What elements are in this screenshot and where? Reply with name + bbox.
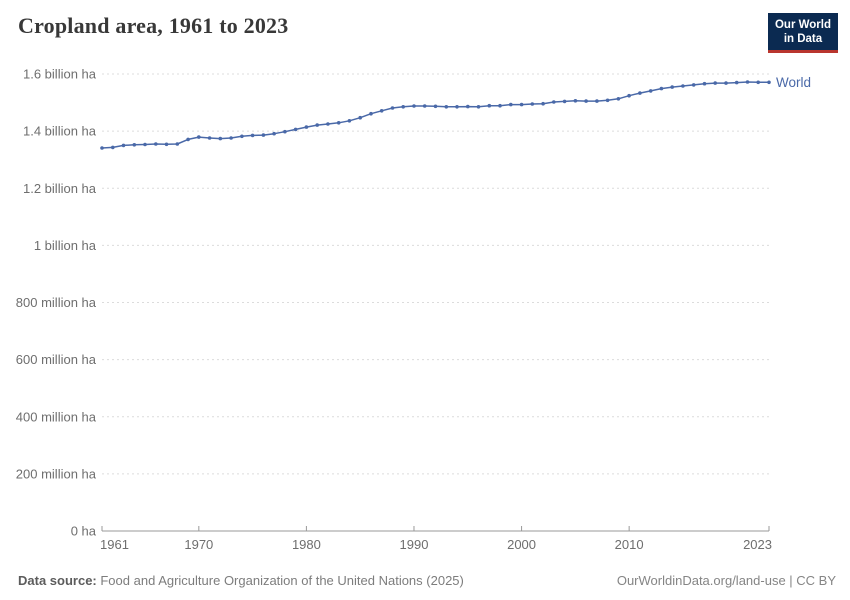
- data-point[interactable]: [272, 131, 276, 136]
- data-point[interactable]: [111, 145, 115, 150]
- data-point[interactable]: [164, 142, 169, 147]
- data-point[interactable]: [756, 80, 760, 85]
- data-source-label: Data source:: [18, 573, 97, 588]
- x-tick-label: 1961: [100, 537, 129, 552]
- data-point[interactable]: [412, 104, 416, 108]
- data-source-text: Food and Agriculture Organization of the…: [96, 573, 464, 588]
- data-point[interactable]: [616, 97, 621, 101]
- data-point[interactable]: [261, 133, 266, 137]
- y-tick-label: 400 million ha: [16, 409, 97, 424]
- data-point[interactable]: [767, 80, 771, 85]
- data-point[interactable]: [691, 83, 696, 87]
- data-point[interactable]: [369, 111, 373, 116]
- x-tick-label: 1990: [400, 537, 429, 552]
- owid-logo-line1: Our World: [774, 19, 831, 31]
- data-point[interactable]: [390, 106, 395, 110]
- data-point[interactable]: [143, 142, 147, 147]
- data-point[interactable]: [336, 121, 341, 125]
- data-point[interactable]: [552, 100, 556, 104]
- x-tick-label: 2010: [615, 537, 644, 552]
- attribution-link[interactable]: OurWorldinData.org/land-use | CC BY: [616, 573, 836, 588]
- data-point[interactable]: [304, 125, 309, 129]
- data-point[interactable]: [498, 103, 502, 108]
- data-point[interactable]: [229, 136, 233, 140]
- data-point[interactable]: [121, 143, 126, 148]
- y-tick-label: 200 million ha: [16, 466, 97, 481]
- data-point[interactable]: [250, 133, 255, 138]
- data-point[interactable]: [681, 84, 685, 88]
- y-tick-label: 1.6 billion ha: [23, 67, 97, 82]
- series-end-label[interactable]: World: [776, 75, 811, 90]
- y-tick-label: 1.2 billion ha: [23, 181, 97, 196]
- chart-area: 0 ha 200 million ha 400 million ha 600 mill…: [0, 60, 850, 560]
- data-point[interactable]: [670, 85, 674, 89]
- data-point[interactable]: [240, 134, 244, 139]
- data-point[interactable]: [326, 122, 330, 126]
- data-point[interactable]: [315, 123, 320, 127]
- data-point[interactable]: [573, 99, 578, 103]
- data-point[interactable]: [530, 102, 535, 106]
- y-tick-label: 1.4 billion ha: [23, 124, 97, 139]
- x-tick-label: 1980: [292, 537, 321, 552]
- data-point[interactable]: [283, 129, 287, 134]
- data-source: Data source: Food and Agriculture Organi…: [18, 573, 464, 588]
- x-tick-label: 2023: [743, 537, 772, 552]
- data-point[interactable]: [293, 127, 298, 132]
- data-point[interactable]: [584, 99, 588, 103]
- data-point[interactable]: [197, 135, 201, 139]
- data-point[interactable]: [132, 143, 137, 147]
- data-point[interactable]: [487, 103, 492, 108]
- data-point[interactable]: [433, 104, 438, 109]
- data-point[interactable]: [724, 81, 728, 85]
- y-tick-label: 800 million ha: [16, 295, 97, 310]
- data-point[interactable]: [175, 142, 180, 146]
- data-point[interactable]: [401, 105, 406, 109]
- data-point[interactable]: [605, 98, 610, 103]
- line-chart[interactable]: 0 ha 200 million ha 400 million ha 600 mill…: [0, 60, 850, 560]
- data-point[interactable]: [659, 86, 664, 91]
- data-point[interactable]: [562, 99, 567, 104]
- y-tick-label: 1 billion ha: [34, 238, 97, 253]
- data-point[interactable]: [702, 81, 707, 86]
- data-point[interactable]: [347, 119, 352, 123]
- data-point[interactable]: [519, 102, 524, 107]
- data-point[interactable]: [100, 146, 104, 150]
- data-point[interactable]: [466, 104, 470, 109]
- data-point[interactable]: [627, 93, 631, 98]
- page-title: Cropland area, 1961 to 2023: [18, 13, 289, 38]
- y-tick-label: 0 ha: [71, 524, 97, 539]
- data-point[interactable]: [595, 99, 599, 103]
- y-tick-label: 600 million ha: [16, 352, 97, 367]
- data-point[interactable]: [154, 142, 158, 146]
- x-tick-label: 1970: [184, 537, 213, 552]
- data-point[interactable]: [638, 91, 642, 95]
- data-point[interactable]: [444, 105, 449, 109]
- data-point[interactable]: [218, 136, 223, 141]
- data-point[interactable]: [422, 104, 427, 108]
- data-point[interactable]: [186, 137, 190, 142]
- series-line: [101, 81, 770, 149]
- owid-logo[interactable]: Our World in Data: [767, 13, 838, 53]
- chart-footer: Data source: Food and Agriculture Organi…: [0, 573, 850, 588]
- data-point[interactable]: [455, 105, 459, 109]
- data-point[interactable]: [713, 81, 717, 85]
- data-point[interactable]: [207, 136, 212, 140]
- data-point[interactable]: [745, 80, 750, 84]
- data-point[interactable]: [476, 105, 481, 109]
- data-point[interactable]: [358, 115, 363, 120]
- data-point[interactable]: [734, 80, 739, 85]
- data-point[interactable]: [541, 101, 545, 106]
- data-point[interactable]: [379, 109, 384, 113]
- owid-logo-line2: in Data: [783, 33, 823, 45]
- x-tick-label: 2000: [507, 537, 536, 552]
- data-point[interactable]: [509, 102, 513, 107]
- data-point[interactable]: [648, 89, 653, 93]
